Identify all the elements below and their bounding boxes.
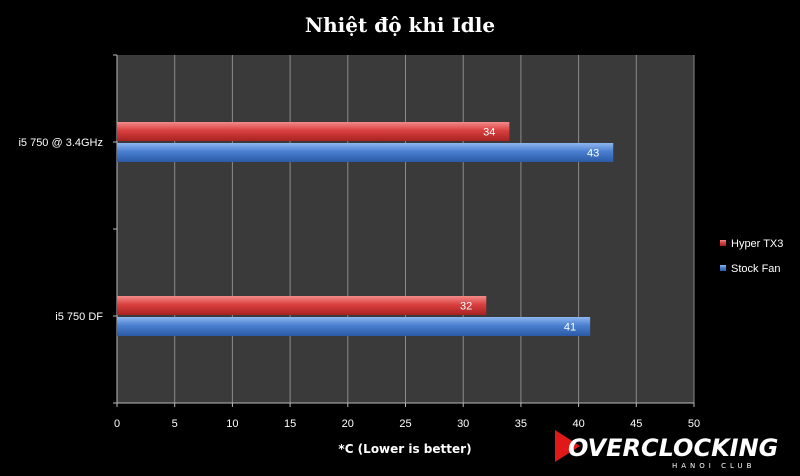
y-tick-label: i5 750 @ 3.4GHz	[18, 137, 103, 149]
x-tick-label: 10	[226, 418, 238, 430]
x-axis-label: *C (Lower is better)	[338, 442, 471, 456]
x-tick-labels: 0 5 10 15 20 25 30 35 40 45 50	[114, 418, 700, 430]
x-tick-label: 25	[399, 418, 411, 430]
x-tick-label: 15	[284, 418, 296, 430]
bars: 34 43 32 41	[117, 122, 614, 336]
legend-label-hyper-tx3: Hyper TX3	[731, 238, 783, 250]
bar-hyper-tx3	[117, 296, 487, 315]
bar-hyper-tx3	[117, 122, 510, 141]
bar-value-label: 34	[483, 127, 495, 139]
x-tick-label: 20	[342, 418, 354, 430]
watermark-subtext: HANOI CLUB	[672, 462, 755, 470]
x-tick-label: 35	[515, 418, 527, 430]
watermark-text: OVERCLOCKING	[568, 434, 778, 462]
logo-arrow-icon	[555, 430, 580, 462]
x-tick-label: 30	[457, 418, 469, 430]
y-tick-label: i5 750 DF	[55, 311, 103, 323]
gridlines	[113, 54, 695, 407]
x-tick-label: 45	[630, 418, 642, 430]
legend-swatch-stock-fan	[720, 265, 726, 271]
x-tick-label: 0	[114, 418, 120, 430]
x-tick-label: 5	[172, 418, 178, 430]
x-tick-label: 50	[688, 418, 700, 430]
bar-value-label: 41	[564, 322, 576, 334]
chart-title: Nhiệt độ khi Idle	[305, 13, 495, 37]
legend-swatch-hyper-tx3	[720, 240, 726, 246]
legend: Hyper TX3 Stock Fan	[720, 238, 783, 275]
x-tick-label: 40	[572, 418, 584, 430]
bar-stock-fan	[117, 143, 614, 162]
legend-label-stock-fan: Stock Fan	[731, 263, 781, 275]
bar-stock-fan	[117, 317, 591, 336]
bar-value-label: 32	[460, 301, 472, 313]
watermark-logo: OVERCLOCKING HANOI CLUB	[555, 430, 778, 470]
y-tick-labels: i5 750 @ 3.4GHz i5 750 DF	[18, 137, 103, 323]
bar-value-label: 43	[587, 148, 599, 160]
